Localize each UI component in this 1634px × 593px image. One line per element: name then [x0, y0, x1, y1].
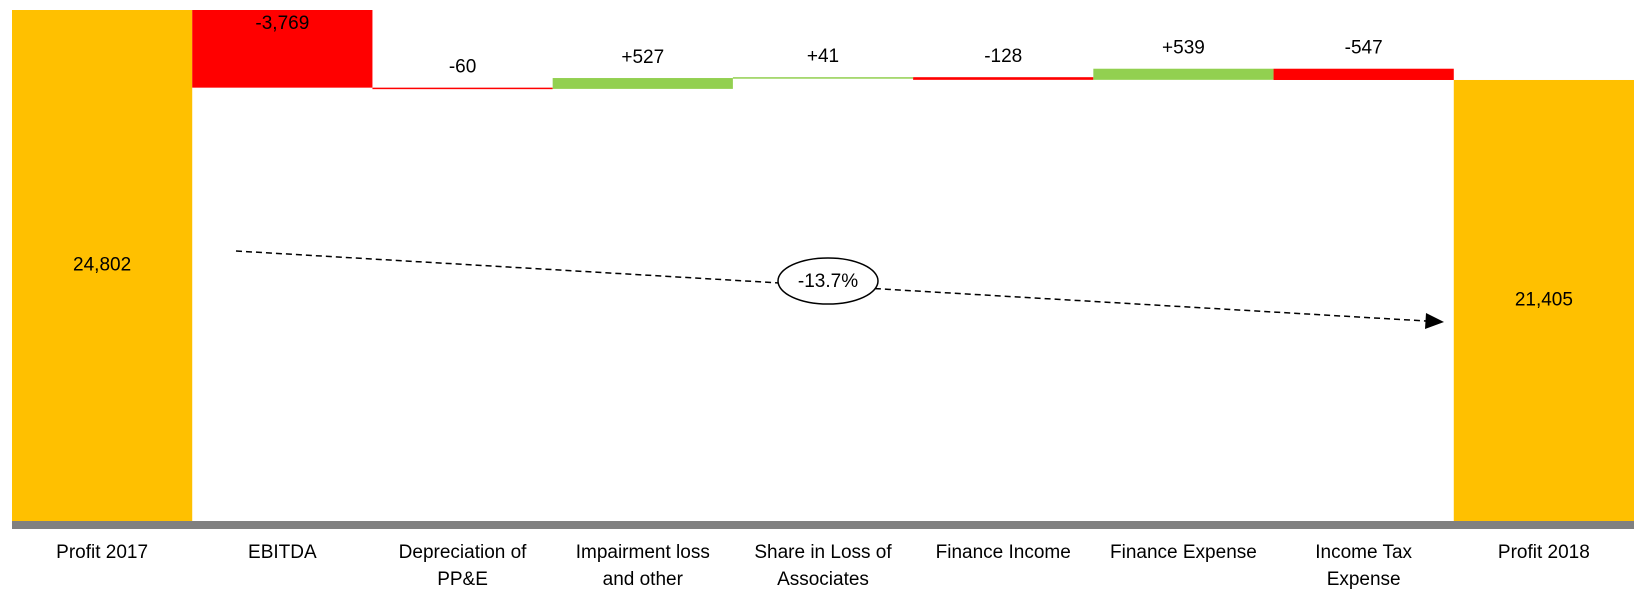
- value-label: 21,405: [1515, 290, 1573, 311]
- annotation: -13.7%: [798, 271, 858, 292]
- x-tick-label: Income Tax Expense: [1315, 542, 1412, 590]
- bar: [1453, 79, 1634, 522]
- trend-arrow: [235, 250, 1427, 322]
- value-label: 24,802: [73, 255, 131, 276]
- x-tick-label: Depreciation of PP&E: [399, 542, 528, 590]
- value-label: -3,769: [255, 13, 309, 34]
- bar: [732, 77, 914, 79]
- x-tick-label: Share in Loss of Associates: [754, 542, 892, 590]
- bar: [913, 77, 1094, 80]
- bar: [12, 10, 193, 521]
- value-label: -128: [984, 46, 1022, 67]
- x-tick-label: Finance Income: [936, 542, 1071, 563]
- bar: [552, 78, 733, 89]
- bar: [1093, 68, 1274, 80]
- bar: [192, 10, 373, 88]
- bar: [1273, 68, 1454, 80]
- value-label: +539: [1162, 38, 1205, 59]
- x-tick-label: Profit 2017: [56, 542, 148, 563]
- value-label: +41: [807, 46, 839, 67]
- value-label: -60: [449, 57, 476, 78]
- arrow-head: [1425, 313, 1444, 329]
- value-label: -547: [1345, 38, 1383, 59]
- x-tick-label: EBITDA: [248, 542, 317, 563]
- x-tick-label: Finance Expense: [1110, 542, 1257, 563]
- annotation-ellipse: [777, 257, 879, 305]
- bar: [372, 87, 553, 90]
- x-axis: [12, 521, 1634, 529]
- x-tick-label: Profit 2018: [1498, 542, 1590, 563]
- value-label: +527: [621, 47, 664, 68]
